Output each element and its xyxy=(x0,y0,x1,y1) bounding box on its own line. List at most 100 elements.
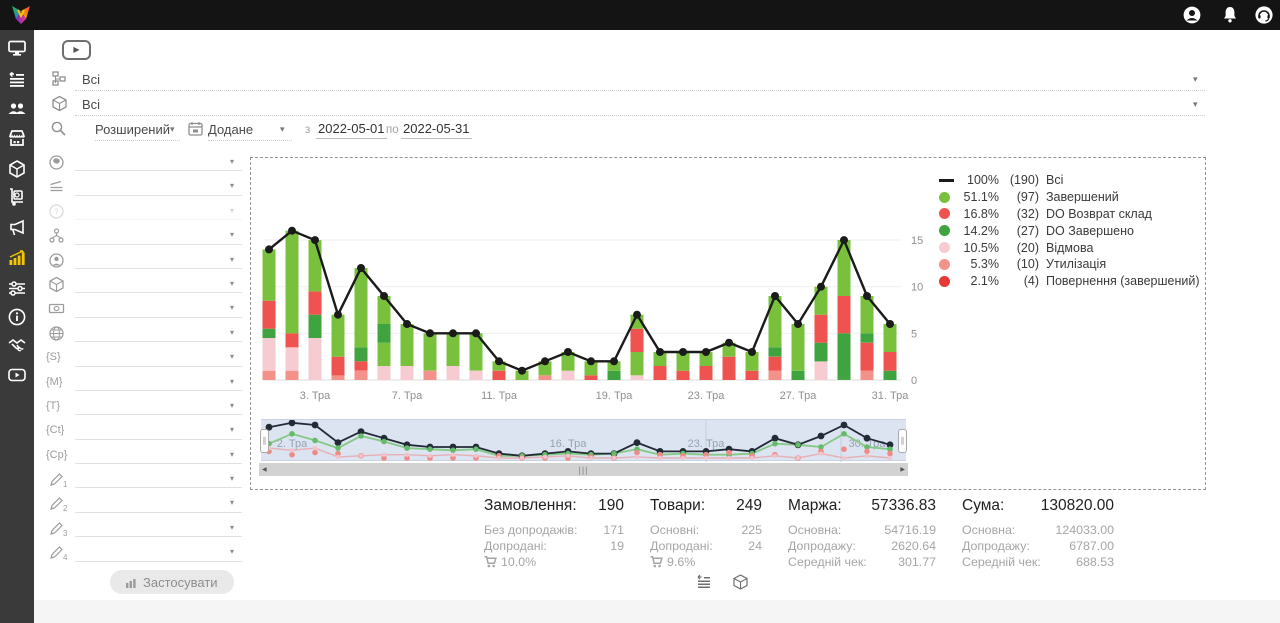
filter-select[interactable] xyxy=(75,444,242,464)
filter-select[interactable] xyxy=(75,395,242,415)
navigator-right-handle[interactable]: ∥ xyxy=(898,429,907,453)
filter-select[interactable] xyxy=(75,371,242,391)
legend-item[interactable]: 14.2% (27) DO Завершено xyxy=(939,222,1200,239)
chevron-down-icon[interactable]: ▾ xyxy=(229,449,234,459)
upsell-percent: 9.6% xyxy=(667,555,696,569)
custom-field-glyph: {Ct} xyxy=(46,424,65,437)
filter-row-pencil: 1 ▾ xyxy=(44,468,244,492)
filter-row-banknote: ▾ xyxy=(44,297,244,321)
chevron-down-icon[interactable]: ▾ xyxy=(229,181,234,191)
chevron-down-icon[interactable]: ▾ xyxy=(229,547,234,557)
chevron-down-icon[interactable]: ▾ xyxy=(229,327,234,337)
filter-row-layers: ▾ xyxy=(44,175,244,199)
filter-select[interactable] xyxy=(75,517,242,537)
svg-text:11. Тра: 11. Тра xyxy=(481,390,518,402)
filter-select[interactable] xyxy=(75,322,242,342)
sidebar-item-orders[interactable] xyxy=(7,70,27,90)
svg-text:16. Тра: 16. Тра xyxy=(550,438,588,450)
filter-select[interactable] xyxy=(75,151,242,171)
chevron-down-icon[interactable]: ▾ xyxy=(229,254,234,264)
chevron-down-icon[interactable]: ▾ xyxy=(280,124,285,134)
filter-select[interactable] xyxy=(75,541,242,561)
stat-title: Маржа: xyxy=(788,497,842,514)
legend-item[interactable]: 10.5% (20) Відмова xyxy=(939,239,1200,256)
apply-filters-button[interactable]: Застосувати xyxy=(110,570,234,594)
chevron-down-icon[interactable]: ▾ xyxy=(229,474,234,484)
chart-scrollbar[interactable]: ◀ ||| ▶ xyxy=(259,463,908,476)
notifications-bell-icon[interactable] xyxy=(1220,5,1240,25)
sidebar-item-info[interactable] xyxy=(7,307,27,327)
stat-value: 130820.00 xyxy=(1040,497,1114,514)
sidebar-item-analytics-active[interactable] xyxy=(7,248,27,268)
help-icon: ? xyxy=(48,203,65,220)
legend-item[interactable]: 100% (190) Всі xyxy=(939,172,1200,189)
chevron-down-icon[interactable]: ▾ xyxy=(229,205,234,215)
legend-item[interactable]: 5.3% (10) Утилізація xyxy=(939,256,1200,273)
status-tree-icon xyxy=(51,70,68,92)
filter-select[interactable] xyxy=(75,200,242,220)
sidebar-item-partners[interactable] xyxy=(7,335,27,355)
legend-item[interactable]: 51.1% (97) Завершений xyxy=(939,189,1200,206)
chevron-down-icon[interactable]: ▾ xyxy=(1193,74,1198,84)
filter-select[interactable] xyxy=(75,224,242,244)
support-headset-icon[interactable] xyxy=(1254,5,1274,25)
filter-select-underline xyxy=(75,389,242,391)
filter-select[interactable] xyxy=(75,492,242,512)
svg-text:7. Тра: 7. Тра xyxy=(392,390,423,402)
svg-text:2. Тра: 2. Тра xyxy=(277,438,308,450)
filter-select[interactable] xyxy=(75,175,242,195)
chevron-down-icon[interactable]: ▾ xyxy=(229,400,234,410)
filter-select-underline xyxy=(75,267,242,269)
pencil-icon xyxy=(48,495,65,512)
app-logo-icon[interactable] xyxy=(9,3,33,27)
sidebar-item-marketing[interactable] xyxy=(7,218,27,238)
date-to-input[interactable]: 2022-05-31 xyxy=(401,121,472,139)
chevron-down-icon[interactable]: ▾ xyxy=(229,522,234,532)
chevron-down-icon[interactable]: ▾ xyxy=(229,425,234,435)
filter-select[interactable] xyxy=(75,346,242,366)
tree-icon xyxy=(48,227,65,244)
filter-select-underline xyxy=(75,243,242,245)
filter-select[interactable] xyxy=(75,297,242,317)
sidebar-item-customers[interactable] xyxy=(7,99,27,119)
chevron-down-icon[interactable]: ▾ xyxy=(229,303,234,313)
chevron-down-icon[interactable]: ▾ xyxy=(229,157,234,166)
navigator-left-handle[interactable]: ∥ xyxy=(260,429,269,453)
filter-select[interactable] xyxy=(75,468,242,488)
globe-icon xyxy=(48,154,65,171)
sidebar-item-settings[interactable] xyxy=(7,278,27,298)
search-mode-select[interactable]: Розширений xyxy=(95,122,170,137)
sidebar-item-video[interactable] xyxy=(7,365,27,385)
date-field-select[interactable]: Додане xyxy=(208,122,254,137)
filter-select[interactable] xyxy=(75,419,242,439)
product-view-icon[interactable] xyxy=(732,574,749,590)
scroll-left-icon[interactable]: ◀ xyxy=(262,467,267,473)
sidebar-item-dashboard[interactable] xyxy=(7,38,27,58)
chevron-down-icon[interactable]: ▾ xyxy=(229,376,234,386)
tutorial-play-button[interactable]: ▶ xyxy=(62,40,91,60)
sidebar-item-store[interactable] xyxy=(7,128,27,148)
chevron-down-icon[interactable]: ▾ xyxy=(229,230,234,240)
chevron-down-icon[interactable]: ▾ xyxy=(229,498,234,508)
cart-icon xyxy=(650,556,663,568)
date-from-input[interactable]: 2022-05-01 xyxy=(316,121,387,139)
legend-item[interactable]: 2.1% (4) Повернення (завершений) xyxy=(939,273,1200,290)
orders-stacked-chart[interactable]: 0 5 10 15 3. Тра 7. Тра 11. Тра 19. Тра 23. Тра 2… xyxy=(251,158,1205,413)
chart-range-navigator[interactable]: 2. Тра 16. Тра 23. Тра 30. Тра ∥ ∥ xyxy=(260,419,907,462)
filter-select[interactable] xyxy=(75,249,242,269)
legend-item[interactable]: 16.8% (32) DO Возврат склад xyxy=(939,206,1200,223)
scrollbar-grip[interactable]: ||| xyxy=(578,464,589,475)
product-filter-select[interactable]: Всі xyxy=(82,97,101,112)
chevron-down-icon[interactable]: ▾ xyxy=(229,278,234,288)
svg-text:0: 0 xyxy=(911,375,917,387)
filter-select[interactable] xyxy=(75,273,242,293)
chevron-down-icon[interactable]: ▾ xyxy=(1193,99,1198,109)
user-account-icon[interactable] xyxy=(1182,5,1202,25)
chevron-down-icon[interactable]: ▾ xyxy=(229,352,234,362)
chevron-down-icon[interactable]: ▾ xyxy=(170,124,175,134)
sidebar-item-products[interactable] xyxy=(7,159,27,179)
status-filter-select[interactable]: Всі xyxy=(82,72,101,87)
list-view-icon[interactable] xyxy=(697,574,714,590)
scroll-right-icon[interactable]: ▶ xyxy=(900,467,905,473)
sidebar-item-supply[interactable] xyxy=(7,187,27,207)
